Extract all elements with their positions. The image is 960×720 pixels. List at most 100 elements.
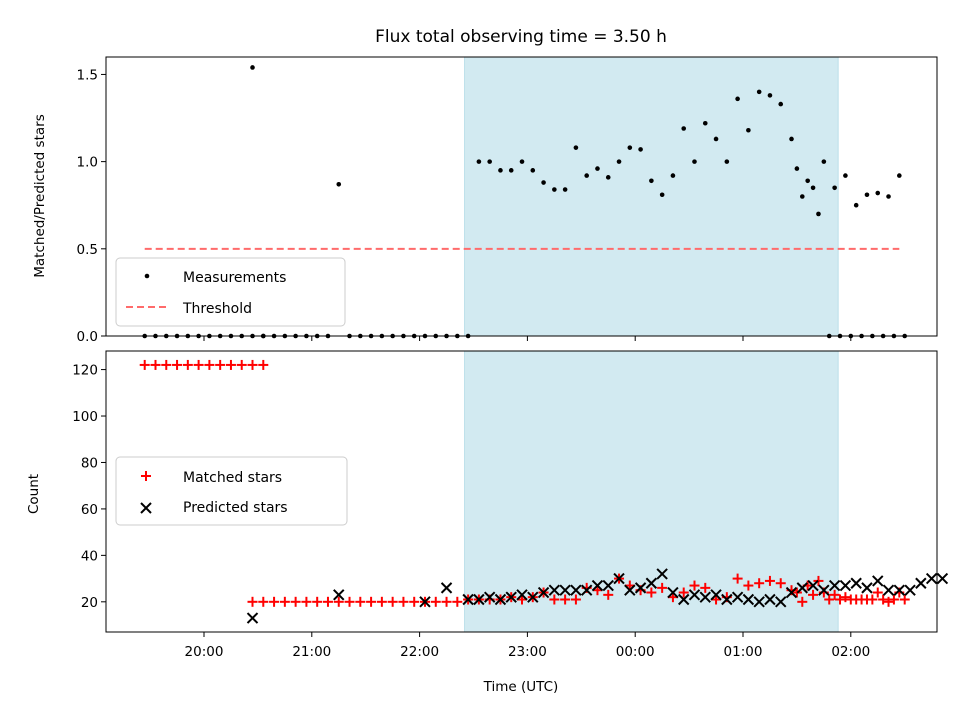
measurement-point: [595, 166, 600, 171]
measurement-point: [897, 173, 902, 178]
bottom-y-tick-label: 100: [72, 409, 98, 425]
matched-star-point: [398, 596, 409, 607]
matched-star-point: [797, 596, 808, 607]
measurement-point: [627, 145, 633, 150]
top-y-tick-label: 1.5: [77, 67, 98, 83]
bottom-x-ticks: 20:00 21:00 22:00 23:00 00:00 01:00 02:00: [185, 632, 870, 660]
measurement-point: [681, 126, 687, 131]
top-legend-box: [115, 257, 346, 327]
matched-star-point: [182, 359, 193, 370]
matched-star-point: [376, 596, 387, 607]
legend-matched-marker: [141, 471, 151, 481]
x-axis-label: Time (UTC): [483, 679, 559, 695]
predicted-star-point: [602, 579, 614, 592]
matched-star-point: [387, 596, 398, 607]
matched-star-point: [344, 596, 355, 607]
matched-star-point: [139, 359, 150, 370]
matched-star-point: [150, 359, 161, 370]
top-y-tick-label: 0.0: [77, 329, 98, 345]
measurement-point: [476, 159, 482, 164]
matched-star-point: [247, 359, 258, 370]
predicted-star-point: [656, 568, 668, 580]
bottom-y-tick-label: 120: [72, 363, 98, 379]
measurement-point: [767, 93, 773, 98]
measurement-point: [670, 173, 676, 178]
matched-star-point: [290, 596, 301, 607]
matched-star-point: [204, 359, 215, 370]
predicted-star-point: [462, 593, 474, 606]
matched-star-point: [888, 594, 899, 605]
bottom-y-tick-label: 60: [81, 502, 98, 518]
measurement-point: [659, 192, 665, 198]
matched-star-point: [899, 594, 910, 605]
matched-star-point: [279, 596, 290, 607]
matched-star-point: [657, 582, 668, 593]
predicted-star-point: [915, 577, 927, 589]
measurement-point: [799, 194, 805, 199]
predicted-star-point: [580, 584, 593, 596]
matched-star-point: [193, 359, 204, 370]
measurement-point: [541, 180, 546, 185]
matched-star-point: [603, 589, 614, 600]
predicted-star-point: [882, 584, 895, 596]
measurement-point: [692, 159, 697, 164]
measurement-point: [832, 185, 837, 191]
predicted-star-point: [818, 584, 830, 596]
bottom-x-tick-label: 00:00: [616, 644, 655, 660]
bottom-y-tick-label: 20: [81, 595, 98, 611]
predicted-star-point: [796, 582, 808, 594]
predicted-star-point: [925, 572, 938, 585]
measurement-point: [778, 101, 784, 107]
legend-threshold-label: Threshold: [182, 301, 252, 317]
measurement-point: [649, 178, 654, 184]
predicted-star-point: [559, 584, 571, 596]
measurement-point: [487, 159, 492, 164]
top-y-ticks: 0.0 0.5 1.0 1.5: [77, 67, 106, 345]
bottom-x-tick-label: 02:00: [831, 644, 870, 660]
matched-star-point: [743, 580, 754, 591]
predicted-star-point: [440, 582, 453, 594]
measurement-point: [605, 175, 611, 180]
bottom-x-tick-label: 21:00: [292, 644, 331, 660]
measurement-point: [616, 159, 622, 164]
predicted-star-point: [333, 589, 345, 601]
predicted-star-point: [839, 579, 852, 592]
predicted-star-point: [516, 589, 528, 601]
bottom-y-tick-label: 80: [81, 455, 98, 471]
matched-star-point: [646, 587, 657, 598]
measurement-point: [530, 168, 536, 173]
matched-star-point: [732, 573, 743, 584]
predicted-star-point: [753, 596, 765, 608]
predicted-star-point: [764, 593, 776, 606]
matched-star-point: [872, 587, 883, 598]
matched-star-point: [867, 594, 878, 605]
matched-star-point: [301, 596, 312, 607]
bottom-legend-box: [115, 456, 348, 526]
top-legend: Measurements Threshold: [115, 257, 346, 327]
bottom-y-axis-label: Count: [26, 474, 42, 514]
matched-star-point: [430, 596, 441, 607]
chart-title: Flux total observing time = 3.50 h: [375, 27, 667, 47]
matched-star-point: [312, 596, 323, 607]
matched-star-point: [845, 594, 856, 605]
bottom-x-tick-label: 01:00: [724, 644, 763, 660]
measurement-point: [702, 120, 708, 126]
predicted-star-point: [904, 584, 916, 596]
matched-star-point: [269, 596, 280, 607]
measurement-point: [498, 168, 503, 173]
top-y-axis-label: Matched/Predicted stars: [32, 114, 48, 277]
predicted-star-point: [570, 584, 582, 596]
predicted-star-point: [505, 591, 517, 603]
predicted-star-point: [645, 577, 658, 589]
legend-predicted-marker: [140, 502, 152, 514]
legend-predicted-label: Predicted stars: [183, 500, 288, 516]
predicted-star-point: [721, 593, 733, 606]
matched-star-point: [835, 594, 846, 605]
matched-star-point: [808, 589, 819, 600]
predicted-star-point: [591, 579, 604, 592]
measurement-point: [508, 168, 514, 173]
bottom-y-tick-label: 40: [81, 548, 98, 564]
matched-star-point: [366, 596, 377, 607]
predicted-star-point: [537, 586, 550, 599]
matched-star-point: [560, 594, 571, 605]
